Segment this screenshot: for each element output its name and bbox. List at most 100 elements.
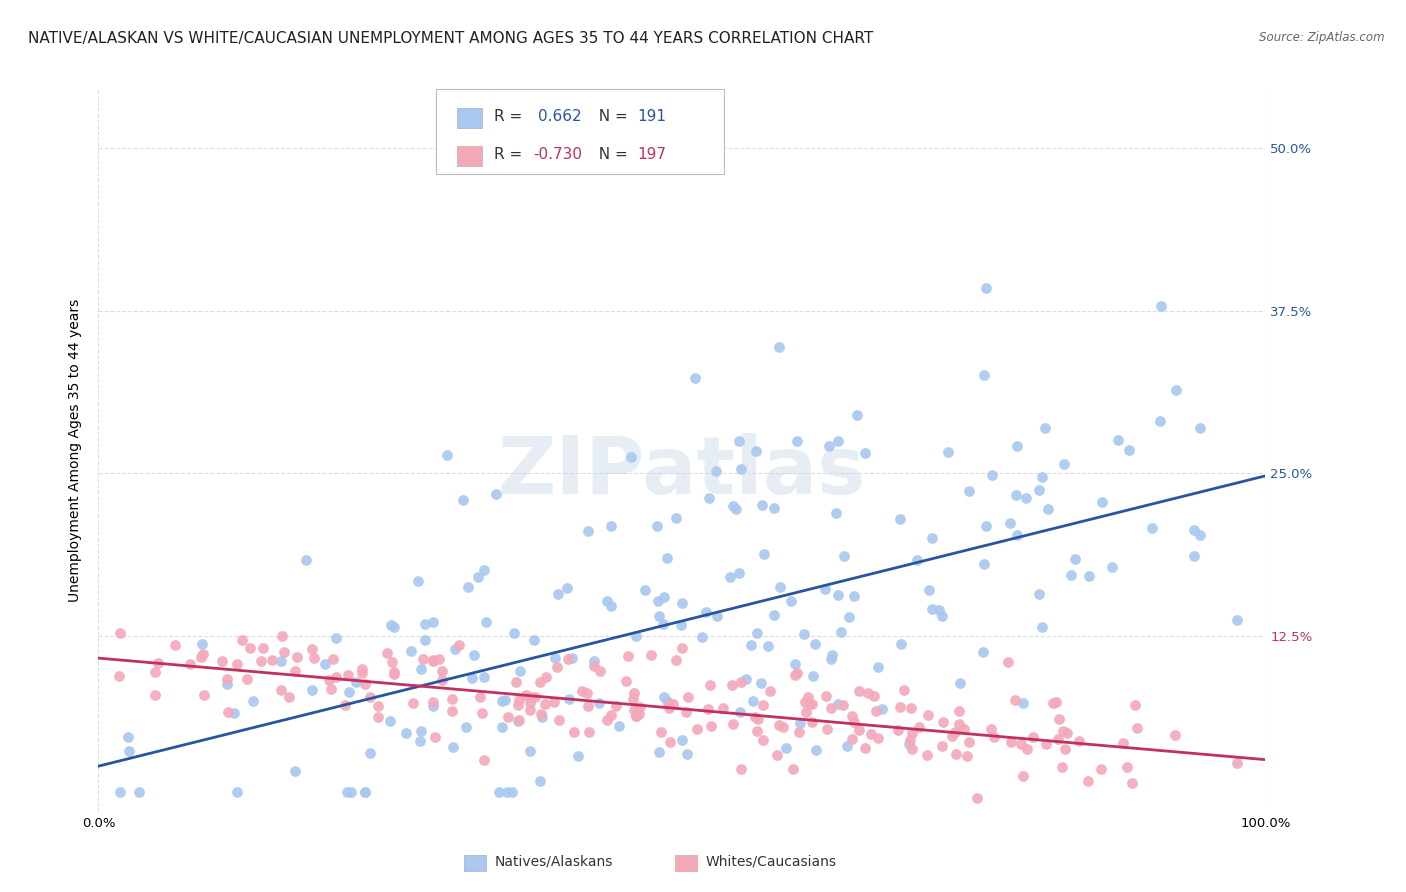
Point bbox=[555, 581, 578, 595]
Point bbox=[412, 652, 434, 666]
Point bbox=[352, 662, 374, 676]
Point bbox=[718, 570, 741, 584]
Point bbox=[353, 785, 375, 799]
Point bbox=[520, 690, 543, 704]
Point bbox=[491, 720, 513, 734]
Point bbox=[626, 629, 648, 643]
Point bbox=[252, 641, 274, 656]
Point bbox=[108, 785, 131, 799]
Text: Source: ZipAtlas.com: Source: ZipAtlas.com bbox=[1260, 31, 1385, 45]
Point bbox=[353, 677, 375, 691]
Point bbox=[302, 651, 325, 665]
Point bbox=[1115, 760, 1137, 774]
Point bbox=[605, 698, 627, 713]
Point bbox=[841, 731, 863, 746]
Point bbox=[900, 700, 922, 714]
Point bbox=[1012, 769, 1035, 783]
Point bbox=[801, 698, 824, 712]
Point bbox=[143, 688, 166, 702]
Point bbox=[796, 705, 818, 719]
Point bbox=[998, 516, 1021, 531]
Point bbox=[567, 749, 589, 764]
Point bbox=[898, 737, 921, 751]
Point bbox=[543, 651, 565, 665]
Point bbox=[730, 461, 752, 475]
Point bbox=[621, 692, 644, 706]
Point bbox=[382, 620, 405, 634]
Point bbox=[190, 650, 212, 665]
Point bbox=[751, 498, 773, 512]
Point bbox=[472, 563, 495, 577]
Point bbox=[1182, 523, 1205, 537]
Point bbox=[472, 670, 495, 684]
Point bbox=[745, 625, 768, 640]
Point bbox=[980, 467, 1002, 482]
Point bbox=[225, 785, 247, 799]
Point bbox=[491, 694, 513, 708]
Point bbox=[1142, 521, 1164, 535]
Point bbox=[277, 690, 299, 704]
Point bbox=[953, 722, 976, 736]
Point bbox=[321, 681, 343, 696]
Point bbox=[470, 690, 492, 705]
Point bbox=[974, 519, 997, 533]
Point bbox=[704, 464, 727, 478]
Point bbox=[821, 648, 844, 662]
Point bbox=[762, 500, 785, 515]
Point bbox=[948, 717, 970, 731]
Point bbox=[949, 676, 972, 690]
Point bbox=[699, 719, 721, 733]
Point bbox=[1046, 731, 1069, 746]
Point bbox=[463, 648, 485, 662]
Point bbox=[801, 668, 824, 682]
Text: R =: R = bbox=[494, 110, 531, 124]
Text: 191: 191 bbox=[637, 110, 666, 124]
Point bbox=[457, 580, 479, 594]
Point bbox=[889, 511, 911, 525]
Point bbox=[600, 599, 623, 613]
Point bbox=[830, 625, 852, 640]
Point bbox=[422, 653, 444, 667]
Point bbox=[588, 696, 610, 710]
Point bbox=[519, 696, 541, 710]
Point bbox=[1000, 735, 1022, 749]
Point bbox=[337, 668, 360, 682]
Point bbox=[578, 724, 600, 739]
Point bbox=[620, 450, 643, 464]
Point bbox=[1226, 613, 1249, 627]
Point bbox=[1121, 776, 1143, 790]
Point bbox=[827, 434, 849, 448]
Point bbox=[250, 653, 273, 667]
Point bbox=[783, 668, 806, 682]
Text: 0.662: 0.662 bbox=[538, 110, 582, 124]
Point bbox=[640, 648, 662, 663]
Point bbox=[659, 734, 682, 748]
Point bbox=[765, 747, 787, 762]
Text: -0.730: -0.730 bbox=[533, 147, 582, 161]
Point bbox=[900, 741, 922, 756]
Point bbox=[523, 633, 546, 648]
Point bbox=[721, 499, 744, 513]
Point bbox=[191, 637, 214, 651]
Point bbox=[915, 748, 938, 763]
Point bbox=[763, 608, 786, 623]
Point bbox=[793, 627, 815, 641]
Point bbox=[382, 666, 405, 681]
Point bbox=[117, 730, 139, 744]
Y-axis label: Unemployment Among Ages 35 to 44 years: Unemployment Among Ages 35 to 44 years bbox=[69, 299, 83, 602]
Point bbox=[530, 706, 553, 721]
Point bbox=[235, 672, 257, 686]
Point bbox=[1064, 551, 1087, 566]
Point bbox=[562, 725, 585, 739]
Point bbox=[797, 697, 820, 711]
Point bbox=[395, 725, 418, 739]
Point bbox=[367, 709, 389, 723]
Point bbox=[887, 723, 910, 738]
Point bbox=[734, 672, 756, 686]
Point bbox=[1010, 737, 1032, 751]
Point bbox=[647, 594, 669, 608]
Point bbox=[841, 709, 863, 723]
Point bbox=[780, 593, 803, 607]
Point bbox=[440, 692, 463, 706]
Text: Whites/Caucasians: Whites/Caucasians bbox=[706, 855, 837, 869]
